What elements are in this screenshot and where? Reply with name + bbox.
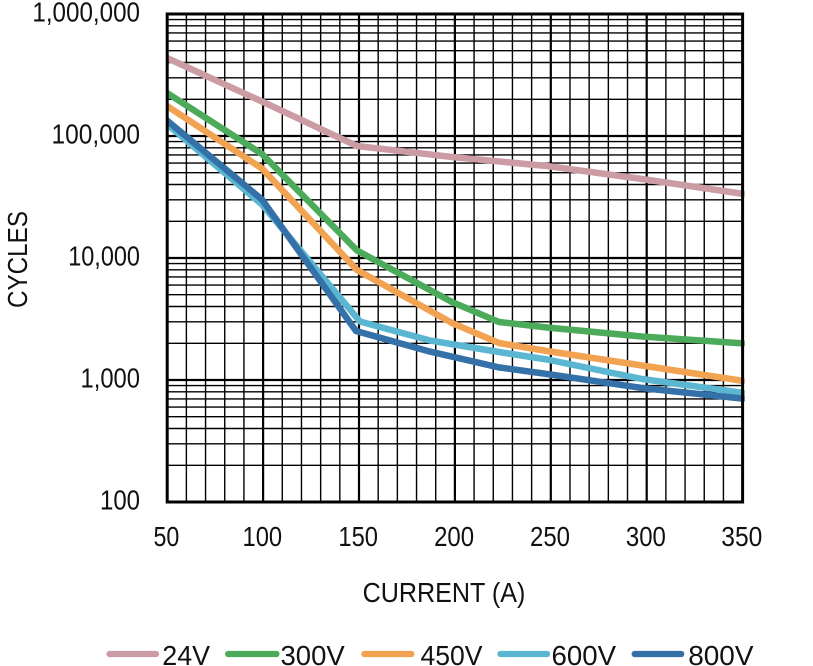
svg-text:1,000,000: 1,000,000 bbox=[32, 0, 140, 28]
svg-text:24V: 24V bbox=[162, 640, 210, 666]
svg-text:10,000: 10,000 bbox=[68, 241, 140, 272]
svg-text:CYCLES: CYCLES bbox=[2, 211, 33, 308]
svg-text:100: 100 bbox=[100, 485, 140, 516]
svg-text:600V: 600V bbox=[552, 640, 617, 666]
svg-text:450V: 450V bbox=[421, 640, 483, 666]
svg-text:200: 200 bbox=[434, 521, 474, 552]
svg-text:50: 50 bbox=[154, 521, 180, 552]
svg-text:300: 300 bbox=[626, 521, 666, 552]
svg-text:150: 150 bbox=[338, 521, 378, 552]
svg-text:1,000: 1,000 bbox=[81, 363, 141, 394]
svg-text:100: 100 bbox=[243, 521, 283, 552]
svg-text:800V: 800V bbox=[688, 640, 754, 666]
svg-text:CURRENT (A): CURRENT (A) bbox=[363, 577, 526, 608]
svg-text:250: 250 bbox=[530, 521, 570, 552]
svg-text:300V: 300V bbox=[281, 640, 346, 666]
svg-text:100,000: 100,000 bbox=[52, 119, 141, 150]
svg-text:350: 350 bbox=[721, 521, 762, 552]
